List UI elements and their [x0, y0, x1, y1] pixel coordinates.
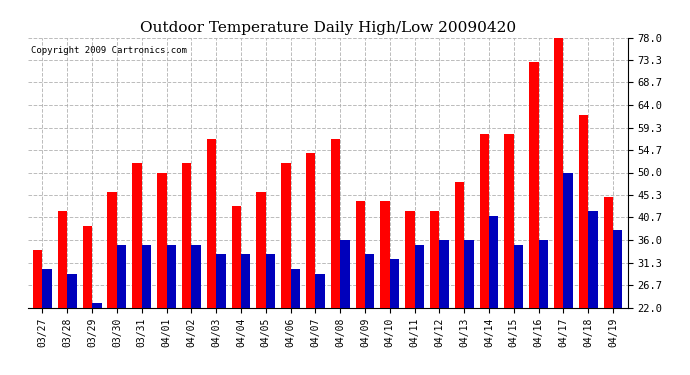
Bar	[241, 255, 250, 308]
Bar	[514, 245, 523, 308]
Bar	[380, 201, 390, 308]
Bar	[340, 240, 350, 308]
Bar	[564, 172, 573, 308]
Bar	[182, 163, 191, 308]
Bar	[33, 250, 43, 308]
Bar	[480, 134, 489, 308]
Text: Copyright 2009 Cartronics.com: Copyright 2009 Cartronics.com	[30, 46, 186, 55]
Bar	[58, 211, 68, 308]
Bar	[539, 240, 548, 308]
Bar	[306, 153, 315, 308]
Bar	[588, 211, 598, 308]
Bar	[141, 245, 151, 308]
Bar	[365, 255, 375, 308]
Bar	[83, 225, 92, 308]
Bar	[191, 245, 201, 308]
Bar	[455, 182, 464, 308]
Bar	[529, 62, 539, 308]
Bar	[440, 240, 449, 308]
Bar	[504, 134, 514, 308]
Bar	[92, 303, 101, 307]
Bar	[132, 163, 141, 308]
Bar	[290, 269, 300, 308]
Bar	[390, 259, 400, 308]
Bar	[464, 240, 473, 308]
Bar	[489, 216, 498, 308]
Bar	[266, 255, 275, 308]
Bar	[157, 172, 166, 308]
Title: Outdoor Temperature Daily High/Low 20090420: Outdoor Temperature Daily High/Low 20090…	[139, 21, 516, 35]
Bar	[256, 192, 266, 308]
Bar	[405, 211, 415, 308]
Bar	[108, 192, 117, 308]
Bar	[415, 245, 424, 308]
Bar	[216, 255, 226, 308]
Bar	[579, 115, 588, 308]
Bar	[68, 274, 77, 308]
Bar	[166, 245, 176, 308]
Bar	[430, 211, 440, 308]
Bar	[43, 269, 52, 308]
Bar	[117, 245, 126, 308]
Bar	[281, 163, 290, 308]
Bar	[613, 230, 622, 308]
Bar	[604, 196, 613, 308]
Bar	[232, 206, 241, 308]
Bar	[331, 139, 340, 308]
Bar	[207, 139, 216, 308]
Bar	[355, 201, 365, 308]
Bar	[554, 38, 564, 308]
Bar	[315, 274, 325, 308]
